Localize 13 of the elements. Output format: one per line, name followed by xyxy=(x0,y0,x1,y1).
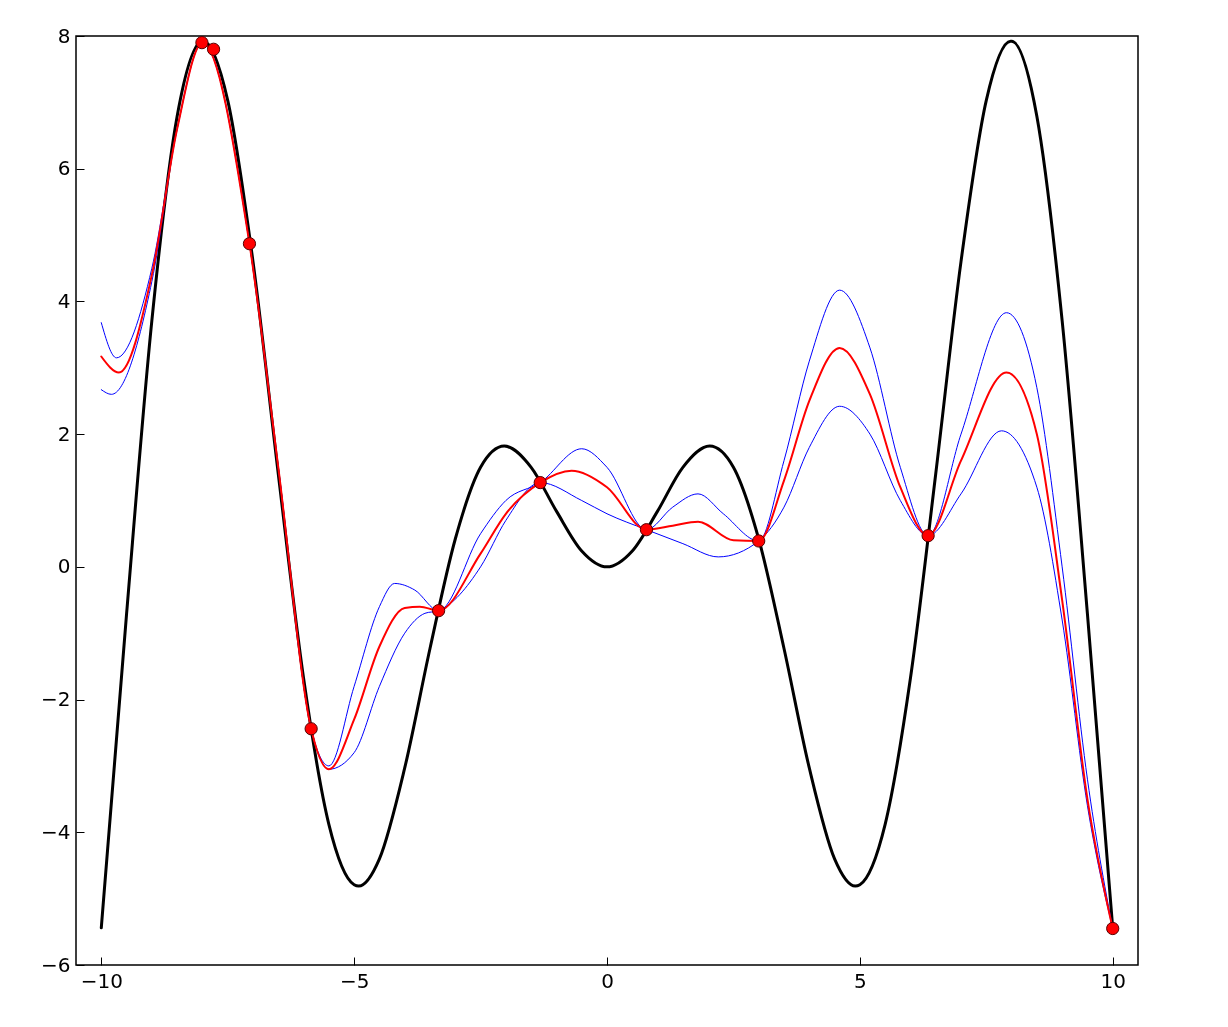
y-tick-label: 0 xyxy=(57,554,71,579)
x-tick-label: 10 xyxy=(1100,968,1126,993)
y-tick-label: −6 xyxy=(41,952,71,977)
x-tick-label: −5 xyxy=(339,968,370,993)
y-tick-label: −4 xyxy=(41,819,71,844)
x-tick-label: −10 xyxy=(80,968,123,993)
x-tick-label: 5 xyxy=(853,968,867,993)
y-tick-label: −2 xyxy=(41,687,71,712)
y-tick-label: 6 xyxy=(57,156,71,181)
y-tick-label: 2 xyxy=(57,421,71,446)
x-tick-label: 0 xyxy=(601,968,614,993)
y-tick-label: 8 xyxy=(57,23,71,48)
y-tick-label: 4 xyxy=(57,288,71,313)
